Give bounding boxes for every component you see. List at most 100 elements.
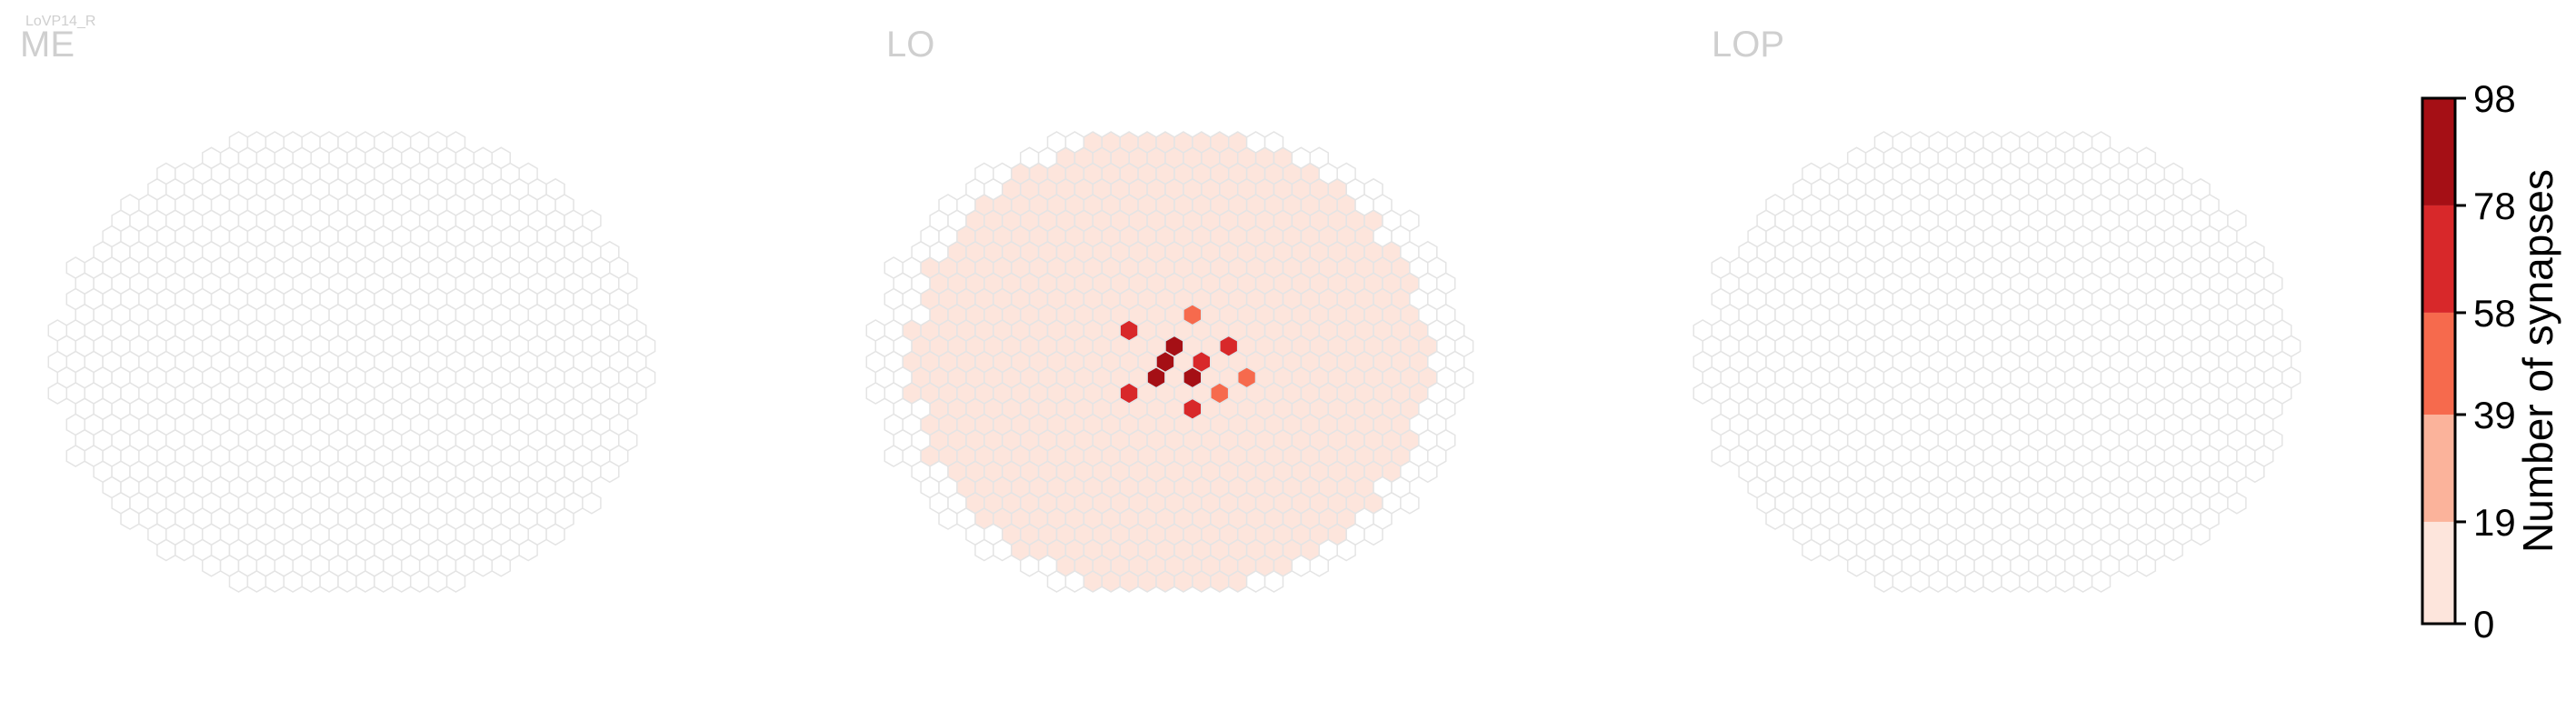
hex-cell — [1802, 538, 1822, 562]
hex-cell — [246, 570, 267, 593]
hex-cell — [2245, 460, 2265, 484]
hex-cell — [1846, 554, 1867, 577]
colorbar-tick-label: 98 — [2473, 77, 2516, 120]
colorbar-tick-label: 19 — [2473, 501, 2516, 544]
hex-cell — [1227, 570, 1248, 593]
colorbar-segment — [2422, 521, 2455, 624]
hex-cell — [1336, 538, 1356, 562]
hex-cell — [993, 538, 1013, 562]
hex-cell — [1192, 570, 1212, 593]
hex-cell — [865, 382, 886, 405]
colorbar-tick-label: 58 — [2473, 292, 2516, 335]
hex-cell — [2118, 554, 2139, 577]
hex-cell — [1910, 570, 1931, 593]
hex-cell — [409, 570, 430, 593]
hex-cell — [319, 570, 339, 593]
hex-cell — [1982, 570, 2002, 593]
hex-cell — [2191, 523, 2211, 546]
hex-cell — [2136, 554, 2157, 577]
hex-cell — [283, 570, 303, 593]
panel-title-lo: LO — [886, 25, 934, 65]
hex-cell — [65, 445, 85, 467]
panel-title-lop: LOP — [1712, 25, 1784, 65]
hex-cell — [582, 491, 602, 515]
hex-cell — [1692, 382, 1713, 405]
hex-cell — [518, 538, 538, 562]
hex-cell — [1711, 445, 1731, 467]
hex-cell — [1291, 554, 1312, 577]
hex-cell — [2091, 570, 2112, 593]
colorbar-ticks: 0 19 39 58 78 98 — [2455, 77, 2516, 646]
panel-me: ME — [20, 25, 656, 593]
panel-lo: LO — [865, 25, 1474, 593]
hex-cell — [1765, 507, 1785, 530]
hex-cell — [2227, 491, 2247, 515]
colorbar-segment — [2422, 98, 2455, 205]
hex-cell — [1210, 570, 1230, 593]
hex-cell — [1137, 570, 1157, 593]
hex-cell — [1820, 538, 1840, 562]
hex-cell — [1964, 570, 1984, 593]
hex-cell — [1363, 523, 1383, 546]
hex-cell — [1119, 570, 1139, 593]
hex-grid-lo — [865, 131, 1474, 593]
hex-cell — [938, 507, 958, 530]
hex-cell — [175, 538, 195, 562]
hex-cell — [2037, 570, 2057, 593]
colorbar-segment — [2422, 312, 2455, 415]
colorbar-segment — [2422, 414, 2455, 522]
hex-cell — [1873, 570, 1894, 593]
colorbar-tick-label: 39 — [2473, 394, 2516, 436]
hex-cell — [201, 554, 222, 577]
hex-cell — [47, 382, 68, 405]
hex-cell — [156, 538, 176, 562]
colorbar-segments — [2422, 98, 2455, 624]
hex-cell — [1309, 554, 1330, 577]
colorbar-tick-label: 78 — [2473, 185, 2516, 227]
hex-cell — [1083, 570, 1103, 593]
hex-cell — [2001, 570, 2021, 593]
hex-cell — [1155, 570, 1175, 593]
hex-cell — [355, 570, 375, 593]
hex-cell — [473, 554, 494, 577]
hex-cell — [265, 570, 285, 593]
hex-cell — [1263, 570, 1284, 593]
hex-cell — [1064, 570, 1085, 593]
hex-cell — [2054, 570, 2075, 593]
hex-cell — [228, 570, 249, 593]
hex-cell — [974, 538, 994, 562]
hex-cell — [600, 460, 620, 484]
hex-cell — [491, 554, 512, 577]
colorbar-label: Number of synapses — [2514, 169, 2561, 553]
hex-cell — [1892, 570, 1912, 593]
hex-cell — [1101, 570, 1121, 593]
hex-cell — [301, 570, 321, 593]
colorbar: 0 19 39 58 78 98 Number of synapses — [2421, 77, 2561, 646]
colorbar-frame — [2421, 96, 2457, 626]
hex-grid-me — [47, 131, 656, 593]
hex-cell — [1046, 570, 1067, 593]
hex-cell — [1928, 570, 1948, 593]
hex-grid-lop — [1692, 131, 2301, 593]
hex-cell — [445, 570, 466, 593]
hex-cell — [884, 445, 904, 467]
hex-cell — [337, 570, 357, 593]
hex-cell — [545, 523, 565, 546]
panel-lop: LOP — [1692, 25, 2301, 593]
hex-cell — [2019, 570, 2039, 593]
hex-cell — [1418, 460, 1438, 484]
hex-cell — [1245, 570, 1266, 593]
colorbar-tick-label: 0 — [2473, 603, 2494, 646]
hex-cell — [392, 570, 412, 593]
hex-cell — [427, 570, 448, 593]
panel-title-me: ME — [20, 25, 75, 65]
hex-cell — [1400, 491, 1420, 515]
hex-cell — [374, 570, 394, 593]
hex-cell — [1019, 554, 1040, 577]
hex-cell — [1173, 570, 1193, 593]
colorbar-segment — [2422, 205, 2455, 313]
figure-label: LoVP14_R — [25, 14, 95, 29]
hex-cell — [120, 507, 140, 530]
hex-cell — [2072, 570, 2093, 593]
